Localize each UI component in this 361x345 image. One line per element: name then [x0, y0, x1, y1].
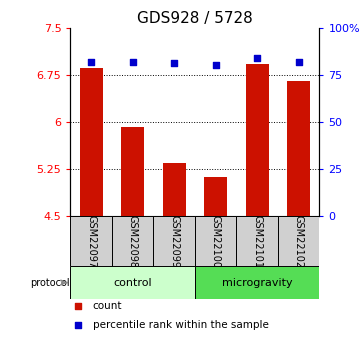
- Text: GSM22100: GSM22100: [211, 215, 221, 268]
- Point: [75, 322, 81, 327]
- Text: GSM22098: GSM22098: [128, 215, 138, 268]
- Point: [75, 303, 81, 309]
- Title: GDS928 / 5728: GDS928 / 5728: [137, 11, 253, 27]
- Point: [213, 62, 219, 68]
- Point: [254, 55, 260, 60]
- Bar: [153, 216, 195, 266]
- Bar: [80, 68, 103, 216]
- Bar: [70, 266, 195, 299]
- Text: count: count: [93, 301, 122, 311]
- Bar: [204, 177, 227, 216]
- Text: control: control: [113, 278, 152, 288]
- Text: percentile rank within the sample: percentile rank within the sample: [93, 320, 269, 330]
- Bar: [278, 216, 319, 266]
- Text: GSM22097: GSM22097: [86, 215, 96, 268]
- Bar: [121, 127, 144, 216]
- Point: [171, 61, 177, 66]
- Text: GSM22101: GSM22101: [252, 215, 262, 268]
- Text: microgravity: microgravity: [222, 278, 292, 288]
- Bar: [163, 163, 186, 216]
- Text: GSM22099: GSM22099: [169, 215, 179, 268]
- Bar: [287, 81, 310, 216]
- Bar: [246, 64, 269, 216]
- Text: protocol: protocol: [30, 278, 70, 288]
- Bar: [236, 216, 278, 266]
- Bar: [112, 216, 153, 266]
- Bar: [195, 266, 319, 299]
- Point: [130, 59, 136, 64]
- Bar: [70, 216, 112, 266]
- Point: [88, 59, 94, 64]
- Text: GSM22102: GSM22102: [294, 215, 304, 268]
- Bar: [195, 216, 236, 266]
- Point: [296, 59, 301, 64]
